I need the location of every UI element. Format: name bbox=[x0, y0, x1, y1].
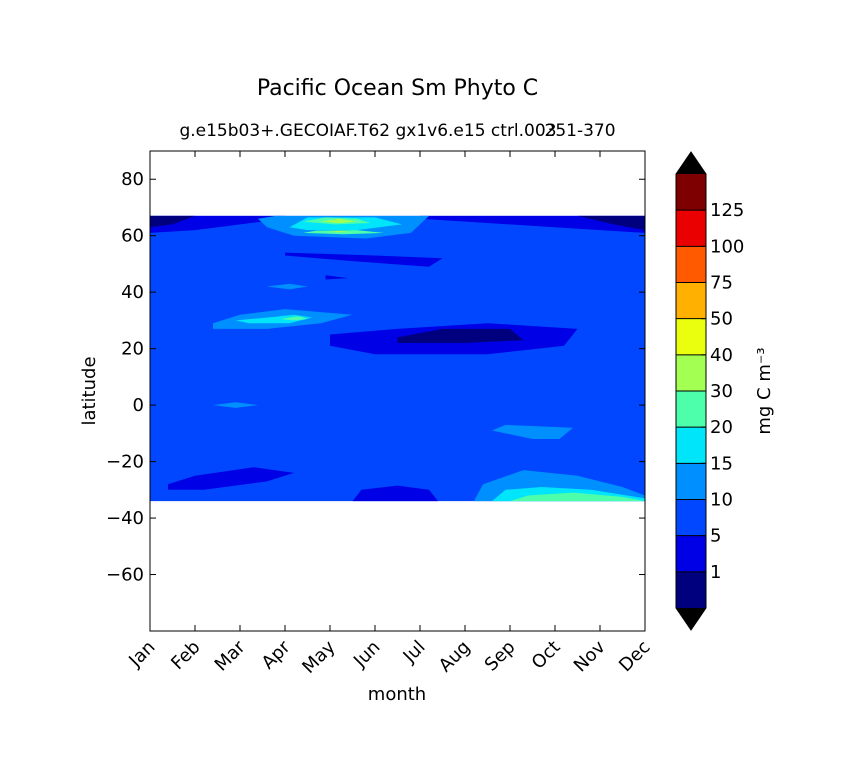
x-tick-label: Sep bbox=[481, 637, 520, 676]
colorbar-swatch bbox=[676, 499, 706, 536]
contour-region-14 bbox=[267, 283, 308, 290]
x-tick-label: Nov bbox=[570, 636, 610, 676]
contour-region-10 bbox=[352, 485, 438, 502]
y-tick-label: −60 bbox=[106, 565, 144, 586]
contour-region-2 bbox=[420, 215, 645, 233]
contour-field bbox=[150, 215, 645, 502]
colorbar-tick-label: 10 bbox=[710, 490, 733, 511]
y-axis: 80 60 40 20 0 −20 −40 −60 bbox=[106, 169, 645, 586]
colorbar-over-arrow bbox=[676, 152, 706, 174]
y-tick-label: 40 bbox=[121, 282, 144, 303]
chart-subtitle-main: g.e15b03+.GECOIAF.T62 gx1v6.e15 ctrl.003 bbox=[179, 121, 557, 141]
colorbar-tick-label: 1 bbox=[710, 562, 721, 583]
colorbar-tick-label: 75 bbox=[710, 273, 733, 294]
colorbar-swatch bbox=[676, 282, 706, 319]
colorbar-outline bbox=[675, 151, 707, 631]
contour-region-3 bbox=[150, 215, 195, 228]
x-tick-label: May bbox=[298, 636, 339, 677]
contour-region-23 bbox=[321, 218, 357, 223]
x-tick-label: Apr bbox=[258, 636, 295, 673]
colorbar-swatch bbox=[676, 391, 706, 428]
chart-subtitle-overlap: 251-370 bbox=[544, 121, 616, 141]
y-tick-label: 0 bbox=[133, 395, 144, 416]
x-tick-label: Oct bbox=[528, 637, 565, 674]
y-tick-label: 20 bbox=[121, 339, 144, 360]
contour-region-12 bbox=[235, 314, 312, 324]
colorbar-label: mg C m⁻³ bbox=[754, 347, 775, 434]
colorbar-swatch bbox=[676, 354, 706, 391]
x-tick-label: Jul bbox=[399, 637, 430, 668]
colorbar-tick-label: 15 bbox=[710, 453, 733, 474]
contour-region-6 bbox=[325, 275, 348, 280]
x-tick-label: Jun bbox=[349, 637, 384, 672]
contour-region-13 bbox=[280, 316, 308, 321]
x-tick-label: Aug bbox=[435, 637, 475, 677]
colorbar-swatch bbox=[676, 210, 706, 247]
x-axis-label: month bbox=[368, 684, 426, 705]
colorbar-swatch bbox=[676, 463, 706, 500]
colorbar-swatch bbox=[676, 318, 706, 355]
contour-region-15 bbox=[213, 402, 258, 408]
contour-region-9 bbox=[168, 467, 294, 490]
contour-region-19 bbox=[510, 492, 645, 502]
chart-title: Pacific Ocean Sm Phyto C bbox=[256, 76, 539, 101]
colorbar-tick-label: 40 bbox=[710, 345, 733, 366]
colorbar-tick-label: 5 bbox=[710, 526, 721, 547]
x-tick-label: Jan bbox=[124, 637, 159, 672]
contour-region-16 bbox=[492, 424, 573, 439]
y-tick-label: 60 bbox=[121, 226, 144, 247]
x-tick-label: Mar bbox=[211, 636, 250, 675]
colorbar-swatch bbox=[676, 571, 706, 608]
colorbar-swatch bbox=[676, 246, 706, 283]
contour-region-4 bbox=[577, 215, 645, 231]
colorbar-tick-label: 125 bbox=[710, 200, 744, 221]
colorbar-tick-label: 30 bbox=[710, 381, 733, 402]
x-tick-label: Feb bbox=[167, 637, 204, 674]
colorbar-swatch bbox=[676, 535, 706, 572]
colorbar-swatch bbox=[676, 427, 706, 464]
contour-region-5 bbox=[285, 252, 443, 267]
plot-frame bbox=[149, 150, 646, 632]
colorbar-tick-label: 20 bbox=[710, 417, 733, 438]
contour-region-25 bbox=[325, 230, 353, 233]
y-tick-label: −20 bbox=[106, 452, 144, 473]
x-tick-label: Dec bbox=[615, 637, 654, 676]
y-tick-label: 80 bbox=[121, 169, 144, 190]
colorbar-tick-label: 50 bbox=[710, 309, 733, 330]
colorbar-tick-label: 100 bbox=[710, 236, 744, 257]
y-axis-label: latitude bbox=[79, 356, 100, 425]
y-tick-label: −40 bbox=[106, 508, 144, 529]
chart-subtitle: g.e15b03+.GECOIAF.T62 gx1v6.e15 ctrl.003… bbox=[120, 121, 675, 141]
contour-region-8 bbox=[397, 328, 524, 343]
colorbar-under-arrow bbox=[676, 608, 706, 630]
colorbar-swatch bbox=[676, 174, 706, 211]
